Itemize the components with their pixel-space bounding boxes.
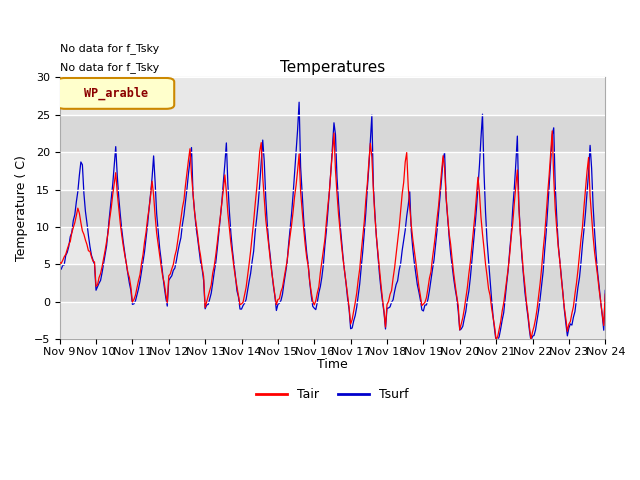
Tsurf: [295, 99, 303, 105]
Tair: [71, 220, 79, 226]
Legend: Tair, Tsurf: Tair, Tsurf: [251, 383, 414, 406]
Tsurf: [492, 339, 500, 345]
Tair: [397, 208, 404, 214]
Title: Temperatures: Temperatures: [280, 60, 385, 75]
Tair: [56, 260, 63, 265]
Tsurf: [398, 248, 406, 253]
Tair: [548, 128, 556, 134]
Tair: [492, 337, 500, 343]
Tair: [367, 141, 374, 146]
Tsurf: [157, 257, 165, 263]
Text: No data for f_Tsky: No data for f_Tsky: [60, 62, 159, 72]
Tair: [157, 264, 165, 269]
Bar: [60, 152, 605, 190]
Tair: [602, 291, 609, 297]
Tsurf: [56, 265, 63, 271]
X-axis label: Time: Time: [317, 358, 348, 371]
Tsurf: [71, 212, 79, 217]
Text: No data for f_Tsky: No data for f_Tsky: [60, 44, 159, 54]
Bar: [60, 264, 605, 301]
FancyBboxPatch shape: [57, 78, 174, 109]
Text: WP_arable: WP_arable: [84, 87, 148, 100]
Bar: [60, 227, 605, 264]
Tsurf: [602, 288, 609, 293]
Tair: [536, 281, 544, 287]
Tsurf: [386, 304, 394, 310]
Bar: [60, 115, 605, 152]
Line: Tsurf: Tsurf: [60, 102, 605, 342]
Tsurf: [538, 282, 545, 288]
Y-axis label: Temperature ( C): Temperature ( C): [15, 155, 28, 261]
Bar: [60, 301, 605, 339]
Line: Tair: Tair: [60, 131, 605, 340]
Bar: [60, 77, 605, 115]
Bar: [60, 190, 605, 227]
Tsurf: [368, 112, 376, 118]
Tair: [385, 299, 392, 304]
